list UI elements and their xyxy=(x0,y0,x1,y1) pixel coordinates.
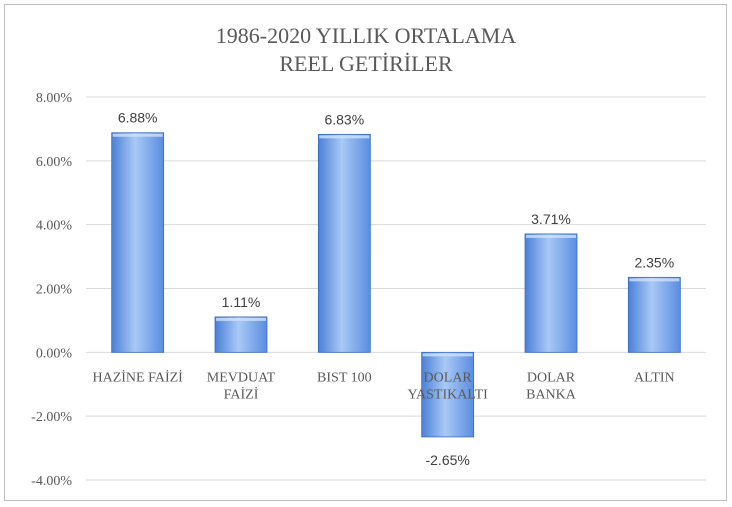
bar-highlight xyxy=(319,135,370,139)
bar-highlight xyxy=(112,133,163,137)
data-label: 6.83% xyxy=(324,111,364,127)
y-tick-label: 0.00% xyxy=(36,346,73,361)
bar-highlight xyxy=(629,278,680,282)
category-label: MEVDUAT xyxy=(207,370,276,385)
bar-highlight xyxy=(422,353,473,357)
category-label: DOLAR xyxy=(527,370,576,385)
category-label: HAZİNE FAİZİ xyxy=(92,369,183,385)
y-tick-label: 2.00% xyxy=(36,283,73,298)
bar xyxy=(214,316,268,353)
gridlines xyxy=(86,96,706,481)
bars xyxy=(111,132,681,438)
y-tick-label: 6.00% xyxy=(36,155,73,170)
category-label: ALTIN xyxy=(634,370,675,385)
category-label: YASTIKALTI xyxy=(407,387,488,402)
data-label: 1.11% xyxy=(222,294,261,310)
y-tick-label: -4.00% xyxy=(31,474,72,489)
category-label: BIST 100 xyxy=(317,370,372,385)
y-axis-ticks: 8.00% 6.00% 4.00% 2.00% 0.00% -2.00% -4.00% xyxy=(31,91,72,489)
bar xyxy=(627,276,681,353)
data-label: 2.35% xyxy=(634,254,674,270)
y-tick-label: -2.00% xyxy=(31,410,72,425)
data-labels: 6.88% 1.11% 6.83% -2.65% 3.71% 2.35% xyxy=(118,110,674,468)
data-label: 3.71% xyxy=(531,211,571,227)
bar xyxy=(421,351,475,438)
data-label: -2.65% xyxy=(425,452,469,468)
bar xyxy=(111,132,165,353)
bar xyxy=(317,133,371,353)
category-label: BANKA xyxy=(526,387,577,402)
chart-title-line-2: REEL GETİRİLER xyxy=(279,51,453,76)
data-label: 6.88% xyxy=(118,110,158,126)
y-tick-label: 8.00% xyxy=(36,91,73,106)
bar-highlight xyxy=(526,234,576,238)
chart-title: 1986-2020 YILLIK ORTALAMA REEL GETİRİLER xyxy=(0,22,732,78)
chart-title-line-1: 1986-2020 YILLIK ORTALAMA xyxy=(215,23,517,48)
bar xyxy=(524,233,578,353)
category-label: DOLAR xyxy=(424,370,473,385)
category-label: FAİZİ xyxy=(224,386,259,402)
y-tick-label: 4.00% xyxy=(36,219,73,234)
bar-highlight xyxy=(216,317,266,321)
